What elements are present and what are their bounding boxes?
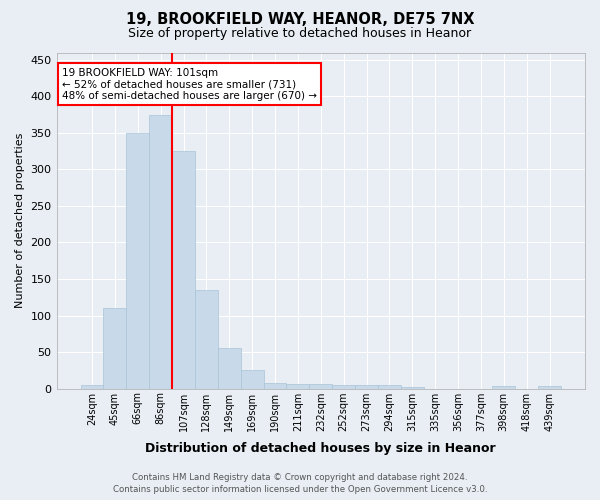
Bar bbox=[378, 385, 401, 388]
Bar bbox=[241, 370, 263, 388]
Bar bbox=[263, 383, 286, 388]
Y-axis label: Number of detached properties: Number of detached properties bbox=[15, 133, 25, 308]
Bar bbox=[149, 114, 172, 388]
Bar bbox=[80, 385, 103, 388]
Text: 19, BROOKFIELD WAY, HEANOR, DE75 7NX: 19, BROOKFIELD WAY, HEANOR, DE75 7NX bbox=[126, 12, 474, 28]
Text: 19 BROOKFIELD WAY: 101sqm
← 52% of detached houses are smaller (731)
48% of semi: 19 BROOKFIELD WAY: 101sqm ← 52% of detac… bbox=[62, 68, 317, 101]
Bar bbox=[103, 308, 127, 388]
Text: Contains HM Land Registry data © Crown copyright and database right 2024.
Contai: Contains HM Land Registry data © Crown c… bbox=[113, 472, 487, 494]
Text: Size of property relative to detached houses in Heanor: Size of property relative to detached ho… bbox=[128, 28, 472, 40]
Bar bbox=[286, 384, 310, 388]
Bar bbox=[195, 290, 218, 388]
Bar bbox=[127, 133, 149, 388]
Bar bbox=[172, 151, 195, 388]
Bar bbox=[218, 348, 241, 389]
Bar bbox=[401, 387, 424, 388]
Bar bbox=[538, 386, 561, 388]
Bar bbox=[310, 384, 332, 388]
Bar bbox=[355, 385, 378, 388]
X-axis label: Distribution of detached houses by size in Heanor: Distribution of detached houses by size … bbox=[145, 442, 496, 455]
Bar bbox=[332, 385, 355, 388]
Bar bbox=[493, 386, 515, 388]
